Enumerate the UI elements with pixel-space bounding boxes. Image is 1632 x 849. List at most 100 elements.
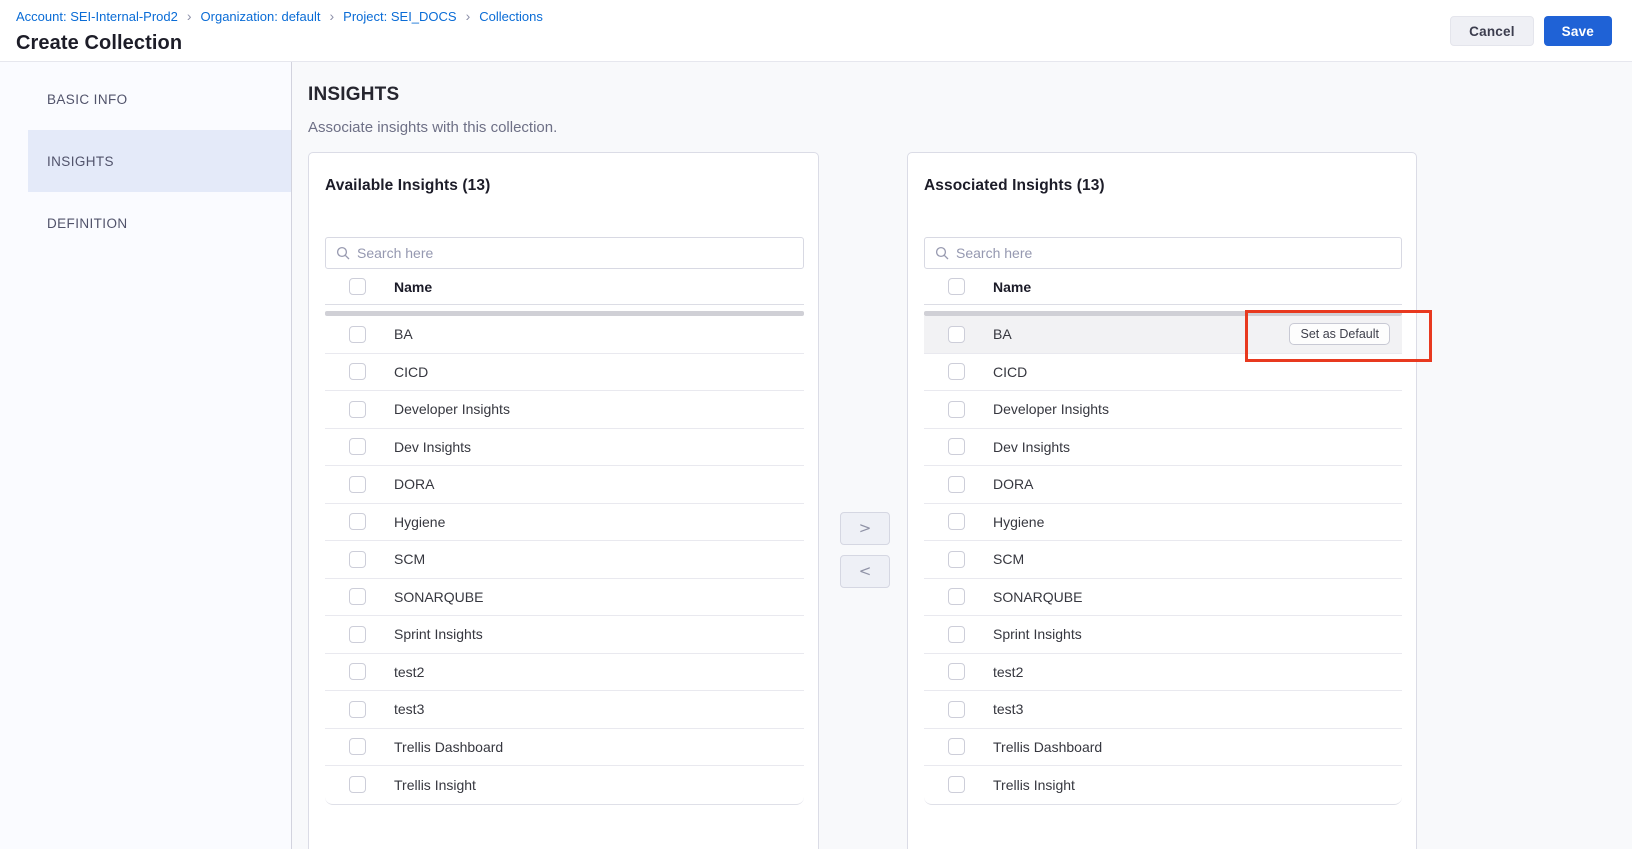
insight-name: SONARQUBE — [993, 588, 1083, 605]
insight-row[interactable]: SCM — [924, 541, 1402, 579]
insight-name: Trellis Insight — [993, 776, 1075, 793]
row-checkbox[interactable] — [349, 663, 366, 681]
insight-row[interactable]: Developer Insights — [924, 391, 1402, 429]
insight-row[interactable]: DORA — [325, 466, 804, 504]
available-insights-panel: Available Insights (13) Name BA CICD Devel… — [308, 152, 819, 849]
name-column-header: Name — [394, 278, 433, 295]
insight-row[interactable]: Trellis Dashboard — [924, 729, 1402, 766]
insight-row[interactable]: BA — [325, 316, 804, 354]
insight-name: Trellis Dashboard — [394, 738, 504, 755]
sidebar: BASIC INFO INSIGHTS DEFINITION — [0, 62, 292, 849]
row-checkbox[interactable] — [948, 513, 965, 531]
set-as-default-button[interactable]: Set as Default — [1289, 323, 1390, 346]
associated-table-header: Name — [924, 269, 1402, 305]
insight-row[interactable]: SCM — [325, 541, 804, 579]
row-checkbox[interactable] — [948, 738, 965, 756]
transfer-controls: > < — [840, 512, 890, 588]
row-checkbox[interactable] — [349, 438, 366, 456]
move-left-button[interactable]: < — [840, 555, 890, 588]
available-search-input[interactable] — [357, 245, 793, 261]
insight-row[interactable]: Sprint Insights — [325, 616, 804, 654]
insight-name: BA — [394, 326, 413, 343]
insight-row[interactable]: Hygiene — [325, 504, 804, 541]
cancel-button[interactable]: Cancel — [1450, 16, 1534, 46]
insight-row[interactable]: Trellis Insight — [924, 766, 1402, 804]
row-checkbox[interactable] — [948, 700, 965, 718]
available-search-box — [325, 237, 804, 269]
insight-name: Hygiene — [993, 513, 1045, 530]
associated-search-box — [924, 237, 1402, 269]
row-checkbox[interactable] — [349, 513, 366, 531]
horizontal-scrollbar[interactable] — [325, 311, 804, 316]
insight-row[interactable]: DORA — [924, 466, 1402, 504]
row-checkbox[interactable] — [948, 776, 965, 794]
insight-row[interactable]: Dev Insights — [924, 429, 1402, 466]
insight-row[interactable]: Trellis Insight — [325, 766, 804, 804]
insight-row[interactable]: Trellis Dashboard — [325, 729, 804, 766]
section-subtitle: Associate insights with this collection. — [308, 119, 558, 136]
insight-name: Trellis Dashboard — [993, 738, 1103, 755]
breadcrumb-link[interactable]: Account: SEI-Internal-Prod2 — [16, 9, 178, 24]
breadcrumb-link[interactable]: Organization: default — [200, 9, 321, 24]
insight-row[interactable]: Dev Insights — [325, 429, 804, 466]
insight-name: DORA — [993, 476, 1034, 493]
insight-row[interactable]: Sprint Insights — [924, 616, 1402, 654]
row-checkbox[interactable] — [948, 550, 965, 568]
insight-row[interactable]: Hygiene — [924, 504, 1402, 541]
sidebar-item-basic-info[interactable]: BASIC INFO — [47, 91, 128, 107]
row-checkbox[interactable] — [948, 625, 965, 643]
sidebar-item-definition[interactable]: DEFINITION — [47, 215, 128, 231]
row-checkbox[interactable] — [948, 325, 965, 343]
insight-row[interactable]: test3 — [924, 691, 1402, 729]
insight-name: SONARQUBE — [394, 588, 484, 605]
row-checkbox[interactable] — [349, 550, 366, 568]
breadcrumb-link[interactable]: Project: SEI_DOCS — [343, 9, 457, 24]
insight-row[interactable]: test2 — [325, 654, 804, 691]
insight-name: test3 — [394, 701, 425, 718]
associated-insights-panel: Associated Insights (13) Name BA Set as D… — [907, 152, 1417, 849]
row-checkbox[interactable] — [948, 400, 965, 418]
row-checkbox[interactable] — [948, 475, 965, 493]
row-checkbox[interactable] — [349, 363, 366, 381]
insight-row[interactable]: Developer Insights — [325, 391, 804, 429]
page-header: Account: SEI-Internal-Prod2 › Organization… — [0, 0, 1632, 62]
row-checkbox[interactable] — [948, 363, 965, 381]
insight-row[interactable]: test3 — [325, 691, 804, 729]
row-checkbox[interactable] — [349, 400, 366, 418]
sidebar-item-insights[interactable]: INSIGHTS — [28, 130, 291, 192]
row-checkbox[interactable] — [349, 588, 366, 606]
insight-name: test2 — [394, 663, 425, 680]
row-checkbox[interactable] — [948, 663, 965, 681]
insight-name: Sprint Insights — [993, 626, 1082, 643]
breadcrumb-chevron-icon: › — [329, 8, 335, 24]
row-checkbox[interactable] — [349, 700, 366, 718]
row-checkbox[interactable] — [349, 776, 366, 794]
insight-row[interactable]: BA Set as Default — [924, 316, 1402, 354]
associated-search-input[interactable] — [956, 245, 1391, 261]
breadcrumb: Account: SEI-Internal-Prod2 › Organization… — [16, 9, 543, 25]
select-all-checkbox[interactable] — [948, 278, 965, 295]
insight-row[interactable]: SONARQUBE — [924, 579, 1402, 616]
row-checkbox[interactable] — [948, 588, 965, 606]
insight-row[interactable]: SONARQUBE — [325, 579, 804, 616]
section-heading: INSIGHTS — [308, 84, 400, 105]
insight-name: Dev Insights — [993, 438, 1071, 455]
move-right-button[interactable]: > — [840, 512, 890, 545]
breadcrumb-chevron-icon: › — [186, 8, 192, 24]
insight-name: Trellis Insight — [394, 776, 476, 793]
breadcrumb-link[interactable]: Collections — [479, 9, 543, 24]
row-checkbox[interactable] — [349, 738, 366, 756]
insight-row[interactable]: test2 — [924, 654, 1402, 691]
select-all-checkbox[interactable] — [349, 278, 366, 295]
save-button[interactable]: Save — [1543, 16, 1612, 46]
insight-row[interactable]: CICD — [325, 354, 804, 391]
row-checkbox[interactable] — [349, 625, 366, 643]
insight-row[interactable]: CICD — [924, 354, 1402, 391]
row-checkbox[interactable] — [948, 438, 965, 456]
row-checkbox[interactable] — [349, 325, 366, 343]
associated-insights-list: BA Set as Default CICD Developer Insights De… — [924, 316, 1402, 805]
horizontal-scrollbar[interactable] — [924, 311, 1402, 316]
insight-name: DORA — [394, 476, 435, 493]
row-checkbox[interactable] — [349, 475, 366, 493]
insight-name: BA — [993, 326, 1012, 343]
